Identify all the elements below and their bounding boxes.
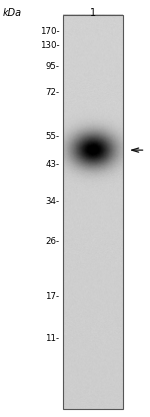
Text: 1: 1 xyxy=(90,8,96,18)
Text: 130-: 130- xyxy=(40,41,59,50)
Text: 17-: 17- xyxy=(45,292,59,301)
Text: 55-: 55- xyxy=(45,132,59,141)
Text: 26-: 26- xyxy=(45,237,59,246)
Text: 43-: 43- xyxy=(45,160,59,169)
Text: 11-: 11- xyxy=(45,334,59,343)
Text: 72-: 72- xyxy=(45,88,59,97)
Text: kDa: kDa xyxy=(3,8,22,18)
Text: 170-: 170- xyxy=(40,27,59,36)
Bar xyxy=(63,15,123,409)
Text: 34-: 34- xyxy=(45,197,59,206)
Text: 95-: 95- xyxy=(45,62,59,71)
